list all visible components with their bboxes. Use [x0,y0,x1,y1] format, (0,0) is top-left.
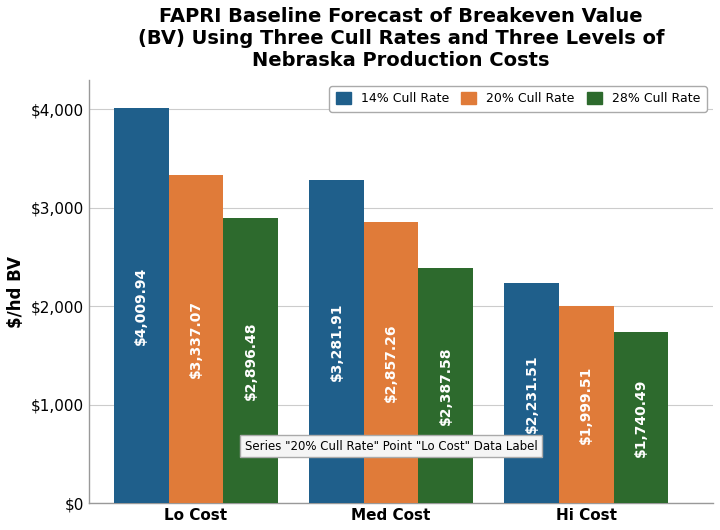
Title: FAPRI Baseline Forecast of Breakeven Value
(BV) Using Three Cull Rates and Three: FAPRI Baseline Forecast of Breakeven Val… [138,7,664,70]
Text: $2,387.58: $2,387.58 [438,347,453,425]
Bar [364,222,418,503]
Text: $1,999.51: $1,999.51 [579,366,593,444]
Bar [114,109,168,503]
Bar [168,175,223,503]
Text: $4,009.94: $4,009.94 [135,267,148,345]
Text: $3,281.91: $3,281.91 [330,303,343,381]
Text: $3,337.07: $3,337.07 [189,300,203,378]
Bar [418,268,473,503]
Bar [309,180,364,503]
Bar [223,218,278,503]
Text: $2,231.51: $2,231.51 [525,354,539,432]
Text: $2,896.48: $2,896.48 [243,321,258,400]
Legend: 14% Cull Rate, 20% Cull Rate, 28% Cull Rate: 14% Cull Rate, 20% Cull Rate, 28% Cull R… [329,86,707,112]
Text: $1,740.49: $1,740.49 [634,378,648,457]
Y-axis label: $/hd BV: $/hd BV [7,255,25,328]
Bar [613,332,668,503]
Bar [504,284,559,503]
Text: $2,857.26: $2,857.26 [384,323,398,402]
Bar [559,306,613,503]
Text: Series "20% Cull Rate" Point "Lo Cost" Data Label: Series "20% Cull Rate" Point "Lo Cost" D… [245,439,537,453]
